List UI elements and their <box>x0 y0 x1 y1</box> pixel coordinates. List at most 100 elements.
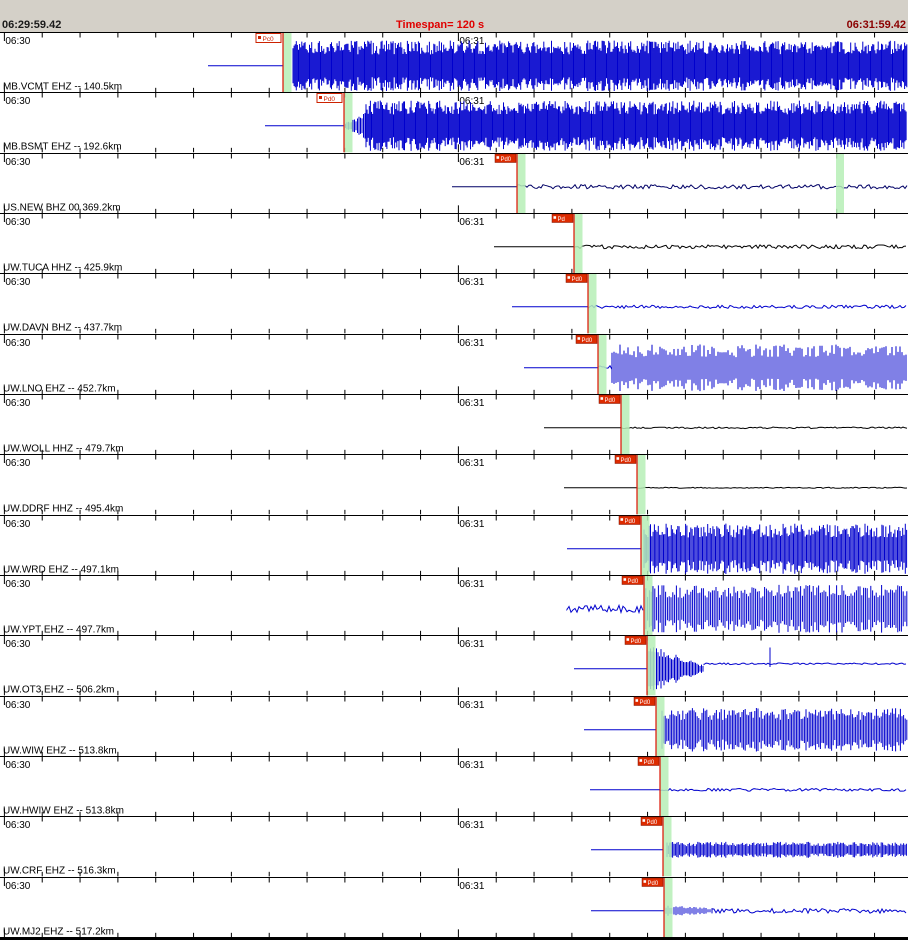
station-label: UW.YPT EHZ -- 497.7km <box>3 624 114 635</box>
trace-row-UW.WOLL[interactable]: 06:30 06:31 Pd0 UW.WOLL HHZ -- 479.7km <box>0 393 908 455</box>
trace-canvas[interactable]: 06:30 06:31 Pd0 UW.WOLL HHZ -- 479.7km <box>0 393 908 455</box>
waveform <box>544 426 908 430</box>
trace-row-UW.HWIW[interactable]: 06:30 06:31 Pd0 UW.HWIW EHZ -- 513.8km <box>0 755 908 817</box>
minute-label: 06:31 <box>459 157 484 168</box>
minute-label: 06:30 <box>5 277 30 288</box>
minute-label: 06:30 <box>5 519 30 530</box>
station-label: UW.OT3 EHZ -- 506.2km <box>3 685 115 696</box>
trace-row-UW.DAVN[interactable]: 06:30 06:31 Pd0 UW.DAVN BHZ -- 437.7km <box>0 273 908 334</box>
station-label: UW.CRF EHZ -- 516.3km <box>3 866 116 877</box>
trace-canvas[interactable]: 06:30 06:31 Pd0 UW.YPT EHZ -- 497.7km <box>0 574 908 636</box>
svg-text:Pd0: Pd0 <box>640 700 651 706</box>
pick-flag[interactable]: Pd0 <box>624 636 647 645</box>
waveform <box>566 584 908 633</box>
minute-label: 06:30 <box>5 96 30 107</box>
trace-row-UW.LNO[interactable]: 06:30 06:31 Pd0 UW.LNO EHZ -- 452.7km <box>0 333 908 394</box>
station-label: MB.VCMT EHZ -- 140.5km <box>3 81 122 92</box>
station-label: UW.WRD EHZ -- 497.1km <box>3 564 119 575</box>
trace-canvas[interactable]: 06:30 06:31 Pd0 UW.DAVN BHZ -- 437.7km <box>0 273 908 334</box>
svg-text:Pd0: Pd0 <box>582 338 593 344</box>
waveform <box>567 523 908 574</box>
pick-window[interactable] <box>283 32 292 93</box>
minute-label: 06:30 <box>5 881 30 892</box>
waveform <box>574 647 907 691</box>
waveform <box>584 707 908 752</box>
trace-canvas[interactable]: 06:30 06:31 Pd0 UW.LNO EHZ -- 452.7km <box>0 333 908 394</box>
pick-window[interactable] <box>641 515 650 575</box>
svg-text:Pd0: Pd0 <box>501 157 512 163</box>
minute-label: 06:30 <box>5 217 30 228</box>
minute-label: 06:31 <box>459 217 484 228</box>
trace-row-UW.WRD[interactable]: 06:30 06:31 Pd0 UW.WRD EHZ -- 497.1km <box>0 514 908 575</box>
svg-text:Pd0: Pd0 <box>644 760 655 766</box>
trace-row-UW.MJ2[interactable]: 06:30 06:31 Pd0 UW.MJ2 EHZ -- 517.2km <box>0 876 908 937</box>
trace-canvas[interactable]: 06:30 06:31 Pd0 UW.MJ2 EHZ -- 517.2km <box>0 876 908 937</box>
pick-window[interactable] <box>647 636 656 696</box>
pick-flag[interactable]: Pd0 <box>641 877 664 887</box>
pick-flag[interactable]: Pd0 <box>640 817 663 826</box>
pick-flag[interactable]: Pd0 <box>316 93 343 103</box>
minute-label: 06:31 <box>459 881 484 892</box>
pick-window[interactable] <box>517 153 526 213</box>
pick-flag[interactable]: Pd0 <box>598 394 621 404</box>
trace-row-UW.TUCA[interactable]: 06:30 06:31 Pd UW.TUCA HHZ -- 425.9km <box>0 212 908 274</box>
window-start-time: 06:29:59.42 <box>2 19 62 31</box>
station-label: UW.MJ2 EHZ -- 517.2km <box>3 926 114 937</box>
pick-flag[interactable]: Pd0 <box>565 274 588 283</box>
trace-canvas[interactable]: 06:30 06:31 Pd0 UW.HWIW EHZ -- 513.8km <box>0 755 908 817</box>
svg-text:Pd0: Pd0 <box>631 639 642 645</box>
trace-row-MB.BSMT[interactable]: 06:30 06:31 Pd0 MB.BSMT EHZ -- 192.6km <box>0 92 908 153</box>
pick-flag[interactable]: Pd0 <box>614 455 637 464</box>
waveform <box>265 100 907 152</box>
pick-window[interactable] <box>656 696 665 756</box>
svg-text:Pd: Pd <box>558 217 565 223</box>
trace-row-US.NEW[interactable]: 06:30 06:31 Pd0 US.NEW BHZ 00 369.2km <box>0 152 908 213</box>
pick-flag[interactable]: Pd0 <box>621 575 644 585</box>
waveform <box>591 904 907 917</box>
pick-flag[interactable]: Pd <box>551 213 574 223</box>
trace-canvas[interactable]: 06:30 06:31 Pd0 MB.BSMT EHZ -- 192.6km <box>0 92 908 153</box>
pick-window[interactable] <box>574 213 583 274</box>
trace-canvas[interactable]: 06:30 06:31 Pd UW.TUCA HHZ -- 425.9km <box>0 212 908 274</box>
pick-flag[interactable]: Pd0 <box>494 153 517 163</box>
pick-window[interactable] <box>663 817 672 877</box>
pick-window[interactable] <box>637 455 646 515</box>
trace-canvas[interactable]: 06:30 06:31 Pd0 US.NEW BHZ 00 369.2km <box>0 152 908 213</box>
minute-label: 06:31 <box>459 338 484 349</box>
trace-row-UW.DDRF[interactable]: 06:30 06:31 Pd0 UW.DDRF HHZ -- 495.4km <box>0 454 908 515</box>
minute-label: 06:31 <box>459 820 484 831</box>
pick-flag[interactable]: Pd0 <box>633 696 656 706</box>
trace-row-UW.OT3[interactable]: 06:30 06:31 Pd0 UW.OT3 EHZ -- 506.2km <box>0 635 908 696</box>
window-end-time: 06:31:59.42 <box>846 19 906 31</box>
station-label: UW.LNO EHZ -- 452.7km <box>3 383 116 394</box>
trace-canvas[interactable]: 06:30 06:31 Pd0 UW.CRF EHZ -- 516.3km <box>0 816 908 877</box>
trace-list: 06:30 06:31 Pc0 MB.VCMT EHZ -- 140.5km 06:30… <box>0 32 908 937</box>
coda-window[interactable] <box>836 153 844 213</box>
pick-window[interactable] <box>660 756 669 817</box>
pick-window[interactable] <box>621 394 630 455</box>
trace-canvas[interactable]: 06:30 06:31 Pd0 UW.DDRF HHZ -- 495.4km <box>0 454 908 515</box>
pick-window[interactable] <box>344 93 353 153</box>
pick-flag[interactable]: Pd0 <box>637 756 660 766</box>
waveform <box>494 243 907 250</box>
trace-canvas[interactable]: 06:30 06:31 Pd0 UW.WIW EHZ -- 513.8km <box>0 695 908 756</box>
pick-flag[interactable]: Pc0 <box>255 32 282 43</box>
trace-row-UW.WIW[interactable]: 06:30 06:31 Pd0 UW.WIW EHZ -- 513.8km <box>0 695 908 756</box>
trace-row-MB.VCMT[interactable]: 06:30 06:31 Pc0 MB.VCMT EHZ -- 140.5km <box>0 32 908 93</box>
station-label: UW.DDRF HHZ -- 495.4km <box>3 504 123 515</box>
pick-window[interactable] <box>588 274 597 334</box>
pick-flag[interactable]: Pd0 <box>618 515 641 525</box>
pick-window[interactable] <box>664 877 673 937</box>
station-label: US.NEW BHZ 00 369.2km <box>3 202 121 213</box>
pick-window[interactable] <box>644 575 653 636</box>
trace-canvas[interactable]: 06:30 06:31 Pd0 UW.OT3 EHZ -- 506.2km <box>0 635 908 696</box>
trace-canvas[interactable]: 06:30 06:31 Pd0 UW.WRD EHZ -- 497.1km <box>0 514 908 575</box>
pick-window[interactable] <box>598 334 607 394</box>
bottom-border <box>0 937 908 940</box>
trace-row-UW.YPT[interactable]: 06:30 06:31 Pd0 UW.YPT EHZ -- 497.7km <box>0 574 908 636</box>
station-label: UW.DAVN BHZ -- 437.7km <box>3 323 122 334</box>
pick-flag[interactable]: Pd0 <box>575 334 598 344</box>
trace-canvas[interactable]: 06:30 06:31 Pc0 MB.VCMT EHZ -- 140.5km <box>0 32 908 93</box>
trace-row-UW.CRF[interactable]: 06:30 06:31 Pd0 UW.CRF EHZ -- 516.3km <box>0 816 908 877</box>
